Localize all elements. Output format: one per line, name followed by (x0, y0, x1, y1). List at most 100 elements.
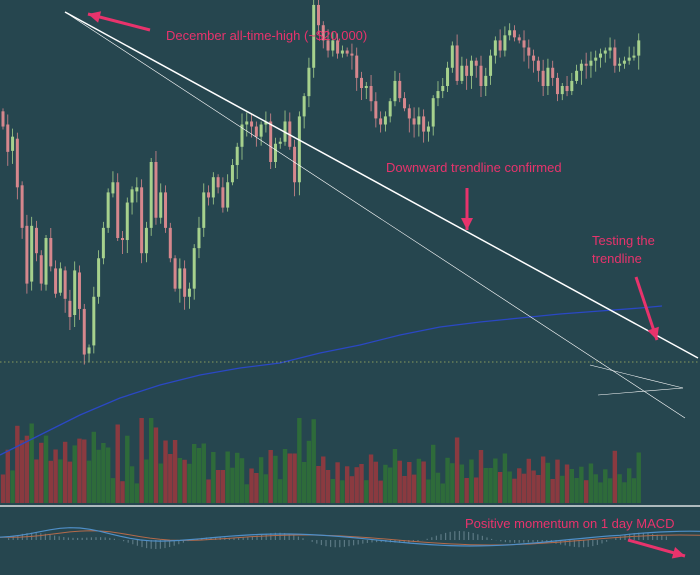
volume-bar (531, 470, 536, 503)
volume-bar (125, 435, 130, 503)
volume-bar (273, 455, 278, 503)
candle-down (512, 30, 516, 38)
volume-bar (168, 454, 173, 503)
candle-down (465, 65, 469, 76)
volume-bar (139, 418, 144, 503)
candle-down (116, 182, 120, 238)
volume-panel (0, 418, 641, 503)
candle-up (259, 124, 263, 137)
candle-up (273, 143, 277, 162)
volume-bar (626, 468, 632, 503)
volume-bar (0, 474, 6, 503)
volume-bar (43, 435, 49, 503)
ath-arrow-head (88, 11, 102, 23)
volume-bar (239, 458, 245, 503)
volume-bar (583, 480, 589, 503)
volume-bar (225, 451, 230, 503)
candle-down (532, 55, 536, 61)
volume-bar (19, 440, 25, 503)
candle-up (589, 60, 593, 66)
candle-up (627, 57, 631, 61)
candle-up (178, 268, 182, 289)
candle-up (575, 70, 579, 81)
volume-bar (268, 450, 273, 503)
volume-bar (187, 463, 192, 503)
volume-bar (163, 440, 168, 503)
volume-bar (29, 423, 34, 503)
candle-down (407, 108, 411, 119)
volume-bar (517, 468, 522, 503)
volume-bar (158, 463, 163, 503)
volume-bar (282, 449, 288, 503)
volume-bar (24, 435, 30, 503)
candle-down (49, 238, 53, 267)
volume-bar (77, 438, 82, 503)
volume-bar (297, 418, 302, 503)
macd-signal-line (0, 530, 700, 546)
volume-bar (144, 459, 149, 503)
volume-bar (450, 463, 455, 503)
volume-bar (387, 467, 393, 503)
volume-bar (235, 452, 240, 503)
annotation-trendline-confirmed: Downward trendline confirmed (386, 160, 562, 175)
candle-up (302, 96, 306, 117)
candle-down (374, 101, 378, 119)
candle-down (355, 55, 359, 78)
candle-up (622, 60, 626, 64)
candle-down (25, 225, 29, 284)
volume-bar (249, 468, 254, 503)
candle-up (245, 121, 249, 125)
candle-up (135, 187, 139, 192)
candle-up (436, 91, 440, 99)
candle-up (144, 227, 148, 254)
volume-bar (416, 458, 422, 503)
volume-bar (411, 474, 417, 503)
volume-bar (306, 440, 312, 503)
volume-bar (545, 462, 551, 503)
candle-up (202, 192, 206, 228)
volume-bar (335, 462, 340, 503)
candle-down (403, 98, 407, 109)
volume-bar (603, 469, 608, 503)
volume-bar (292, 453, 297, 503)
candle-up (594, 57, 598, 61)
volume-bar (110, 478, 116, 503)
volume-bar (354, 467, 359, 503)
volume-bar (134, 483, 140, 503)
volume-bar (474, 477, 479, 503)
candle-up (450, 45, 454, 68)
candle-down (345, 50, 349, 54)
volume-bar (521, 473, 527, 503)
volume-bar (148, 418, 154, 503)
volume-bar (598, 482, 603, 503)
volume-bar (421, 461, 426, 503)
candle-down (479, 65, 483, 86)
triangle-upper-line (589, 364, 684, 389)
candle-up (235, 146, 239, 166)
candle-down (39, 255, 43, 284)
candle-up (240, 124, 244, 147)
candle-down (422, 116, 426, 132)
volume-bar (588, 463, 594, 503)
candle-up (192, 248, 196, 289)
volume-bar (407, 462, 412, 503)
candle-down (269, 121, 273, 162)
volume-bar (378, 480, 383, 503)
candle-up (264, 121, 268, 125)
volume-bar (373, 461, 379, 503)
volume-bar (10, 470, 15, 503)
volume-bar (383, 464, 388, 503)
candle-down (140, 187, 144, 254)
candle-up (426, 126, 430, 132)
volume-bar (593, 474, 598, 503)
volume-bar (445, 457, 450, 503)
volume-bar (62, 441, 68, 503)
volume-bar (364, 480, 369, 503)
volume-bar (330, 479, 336, 503)
volume-bar (550, 479, 555, 503)
candle-down (164, 192, 168, 228)
volume-bar (172, 440, 178, 503)
candle-up (278, 141, 282, 144)
candle-down (412, 118, 416, 125)
candle-down (1, 111, 5, 127)
